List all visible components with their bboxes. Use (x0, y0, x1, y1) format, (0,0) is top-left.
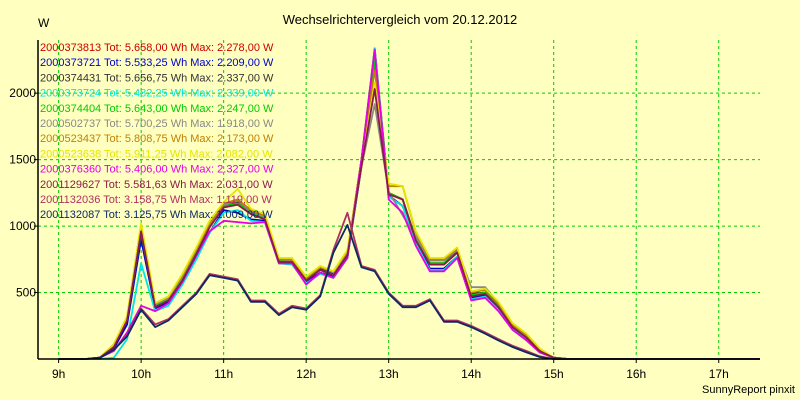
y-tick-label: 500 (16, 286, 36, 300)
x-tick-label: 13h (379, 367, 399, 381)
y-tick-label: 1000 (9, 219, 36, 233)
y-axis-unit-label: W (38, 16, 50, 30)
legend-entry: 2001132036 Tot: 3.158,75 Wh Max: 1.119,0… (40, 194, 272, 206)
x-tick-label: 9h (52, 367, 65, 381)
grid-lines (38, 40, 760, 359)
legend-entry: 2000502737 Tot: 5.700,25 Wh Max: 1.918,0… (40, 118, 274, 130)
x-tick-label: 16h (626, 367, 646, 381)
legend-entry: 2000373721 Tot: 5.533,25 Wh Max: 2.209,0… (40, 57, 274, 69)
y-tick-label: 1500 (9, 153, 36, 167)
legend-entry: 2000523437 Tot: 5.808,75 Wh Max: 2.173,0… (40, 133, 274, 145)
legend: 2000373813 Tot: 5.658,00 Wh Max: 2.278,0… (40, 42, 274, 221)
legend-entry: 2000373813 Tot: 5.658,00 Wh Max: 2.278,0… (40, 42, 274, 54)
legend-entry: 2001132087 Tot: 3.125,75 Wh Max: 1.009,0… (40, 209, 273, 221)
x-tick-label: 10h (131, 367, 151, 381)
legend-entry: 2000373724 Tot: 5.482,25 Wh Max: 2.339,0… (40, 88, 274, 100)
legend-entry: 2001129627 Tot: 5.581,63 Wh Max: 2.031,0… (40, 179, 273, 191)
chart-title: Wechselrichtervergleich vom 20.12.2012 (283, 12, 518, 27)
x-tick-label: 15h (544, 367, 564, 381)
x-tick-label: 14h (461, 367, 481, 381)
x-tick-labels: 9h 10h 11h 12h 13h 14h 15h 16h 17h (52, 359, 729, 381)
footer-credit: SunnyReport pinxit (702, 384, 795, 396)
legend-entry: 2000374404 Tot: 5.643,00 Wh Max: 2.247,0… (40, 103, 274, 115)
x-tick-label: 17h (709, 367, 729, 381)
x-tick-label: 12h (296, 367, 316, 381)
legend-entry: 2000374431 Tot: 5.656,75 Wh Max: 2.337,0… (40, 72, 274, 84)
y-tick-label: 2000 (9, 86, 36, 100)
y-tick-labels: 500 1000 1500 2000 (9, 86, 38, 300)
x-tick-label: 11h (214, 367, 233, 381)
legend-entry: 2000523638 Tot: 5.911,25 Wh Max: 2.082,0… (40, 148, 273, 160)
legend-entry: 2000376360 Tot: 5.406,00 Wh Max: 2.327,0… (40, 164, 274, 176)
